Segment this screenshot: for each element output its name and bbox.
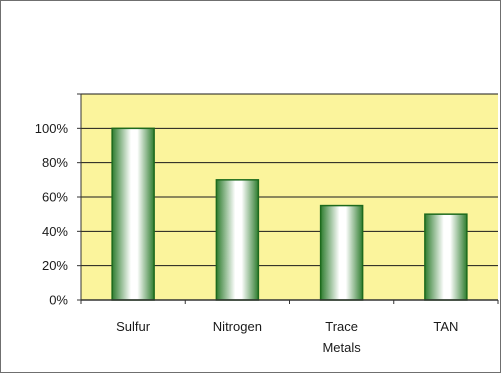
x-category-label: Sulfur — [116, 319, 151, 334]
y-tick-label: 60% — [42, 190, 68, 205]
y-tick-label: 80% — [42, 155, 68, 170]
y-tick-label: 0% — [49, 293, 68, 308]
axes — [77, 93, 499, 304]
bar-series — [111, 127, 468, 301]
x-category-label: Trace Metals — [322, 319, 361, 355]
y-tick-label: 100% — [35, 121, 69, 136]
x-axis-category-labels: Sulfur Nitrogen Trace Metals TAN — [116, 319, 458, 355]
bar-nitrogen — [215, 179, 260, 301]
y-tick-label: 20% — [42, 258, 68, 273]
x-category-label: Nitrogen — [213, 319, 262, 334]
x-category-label: TAN — [433, 319, 458, 334]
y-tick-label: 40% — [42, 224, 68, 239]
bar-tan — [424, 213, 468, 301]
y-axis-tick-labels: 0% 20% 40% 60% 80% 100% — [35, 121, 69, 308]
bar-trace-metals — [319, 204, 364, 301]
bar-sulfur — [111, 127, 155, 301]
